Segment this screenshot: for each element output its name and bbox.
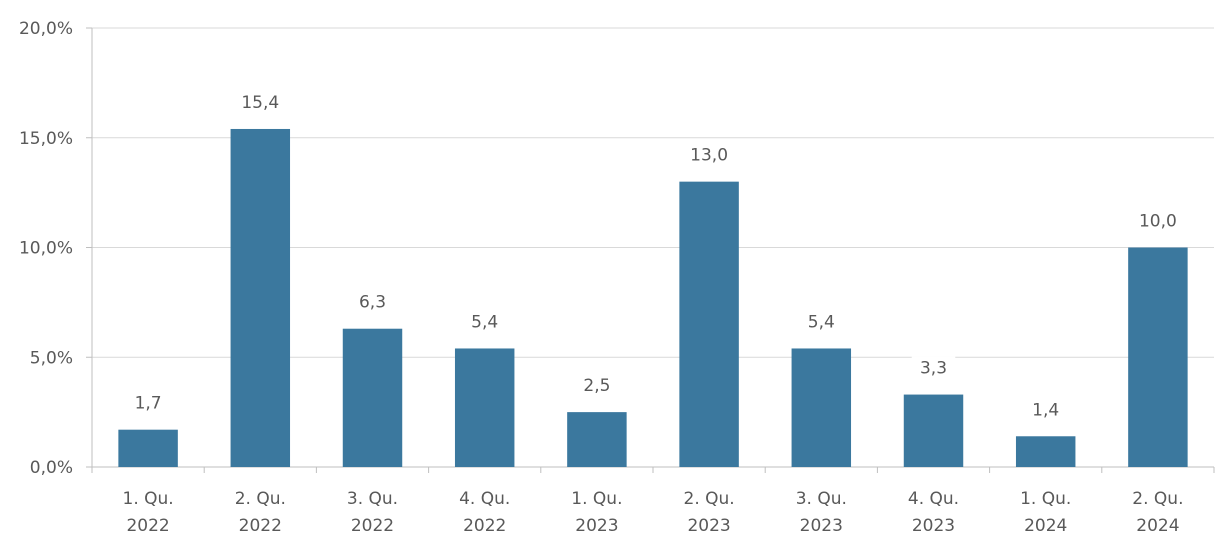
data-label-background <box>462 310 507 334</box>
data-label-background <box>233 90 288 114</box>
data-label: 15,4 <box>241 93 279 113</box>
x-tick-label: 3. Qu. <box>796 489 847 509</box>
data-label: 5,4 <box>808 312 835 332</box>
x-tick-label: 1. Qu. <box>123 489 174 509</box>
x-tick-label-year: 2022 <box>239 516 282 536</box>
x-tick-label-year: 2023 <box>800 516 843 536</box>
x-tick-label: 4. Qu. <box>908 489 959 509</box>
y-tick-label: 0,0% <box>30 458 73 478</box>
data-label: 5,4 <box>471 312 498 332</box>
bar <box>1015 436 1076 467</box>
x-tick-label-year: 2024 <box>1136 516 1179 536</box>
data-label: 10,0 <box>1139 212 1177 232</box>
data-label: 1,7 <box>135 394 162 414</box>
data-label-background <box>575 374 619 398</box>
data-label: 6,3 <box>359 293 386 313</box>
x-tick-labels: 1. Qu. 2022 2. Qu. 2022 3. Qu. 2022 4. Qu. 2022… <box>123 489 1184 536</box>
x-tick-label-year: 2022 <box>463 516 506 536</box>
x-tick-label: 2. Qu. <box>684 489 735 509</box>
x-tick-label-year: 2023 <box>575 516 618 536</box>
bar <box>1128 247 1188 467</box>
data-label-background <box>911 356 956 380</box>
data-label-background <box>682 143 737 167</box>
x-tick-label: 3. Qu. <box>347 489 398 509</box>
x-tick-label-year: 2022 <box>126 516 169 536</box>
data-label-background <box>126 391 170 415</box>
x-tick-label-year: 2024 <box>1024 516 1067 536</box>
x-tick-label-year: 2022 <box>351 516 394 536</box>
x-tick-label: 4. Qu. <box>459 489 510 509</box>
x-tick-label: 2. Qu. <box>1132 489 1183 509</box>
y-tick-label: 10,0% <box>19 239 73 259</box>
bar <box>679 181 739 467</box>
data-labels: 1,7 15,4 6,3 5,4 2,5 13,0 5,4 3,3 1,4 10,0 <box>126 90 1185 422</box>
bars <box>118 128 1188 467</box>
data-label: 2,5 <box>583 376 610 396</box>
y-tick-label: 5,0% <box>30 348 73 368</box>
bar <box>342 328 403 467</box>
data-label-background <box>799 310 844 334</box>
x-tick-label: 2. Qu. <box>235 489 286 509</box>
x-tick-label-year: 2023 <box>912 516 955 536</box>
data-label-background <box>1023 398 1068 422</box>
bar <box>230 128 291 467</box>
x-tick-label: 1. Qu. <box>571 489 622 509</box>
data-label: 3,3 <box>920 359 947 379</box>
y-tick-label: 20,0% <box>19 19 73 39</box>
data-label-background <box>1130 209 1185 233</box>
bar <box>567 412 627 467</box>
x-tick-label-year: 2023 <box>687 516 730 536</box>
bar <box>791 348 852 467</box>
data-label-background <box>350 290 395 314</box>
bar <box>903 394 964 467</box>
bar <box>118 429 178 467</box>
data-label: 1,4 <box>1032 400 1059 420</box>
y-tick-labels: 0,0% 5,0% 10,0% 15,0% 20,0% <box>19 19 73 478</box>
y-tick-label: 15,0% <box>19 129 73 149</box>
x-tick-label: 1. Qu. <box>1020 489 1071 509</box>
data-label: 13,0 <box>690 146 728 166</box>
bar <box>454 348 515 467</box>
